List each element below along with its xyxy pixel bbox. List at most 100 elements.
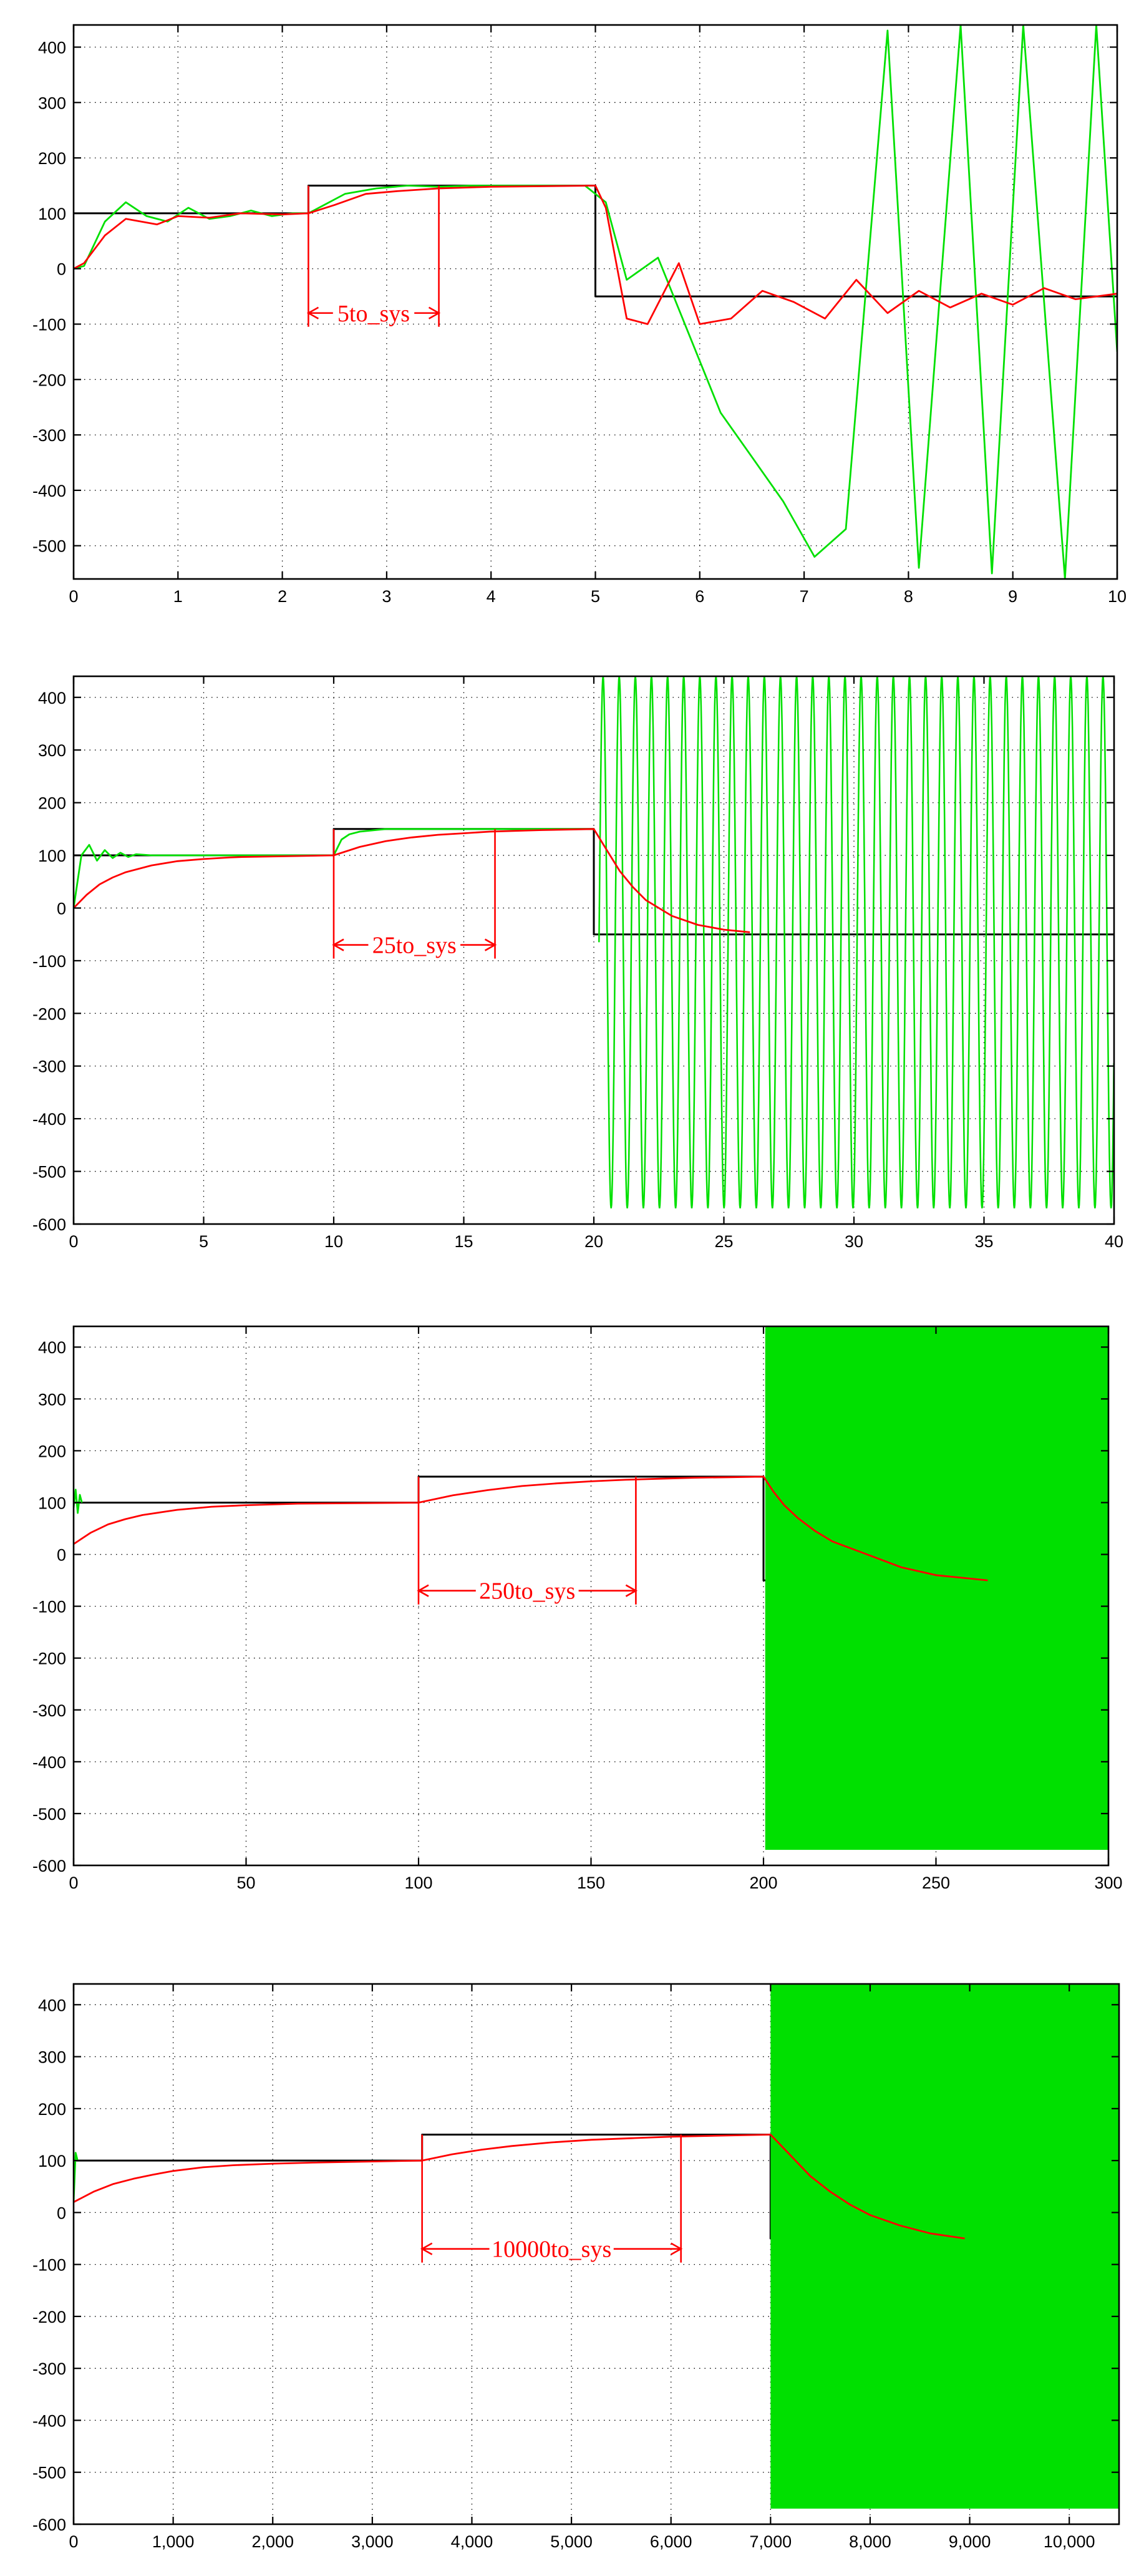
x-tick-label: 6,000 [650,2532,692,2551]
y-tick-label: -200 [32,2308,66,2326]
y-tick-label: -300 [32,426,66,445]
y-tick-label: -200 [32,1650,66,1668]
y-tick-label: 100 [38,847,66,865]
x-tick-label: 1,000 [152,2532,195,2551]
y-tick-label: 100 [38,2152,66,2170]
chart-panel-2: 25to_sys 0 5 10 15 20 25 30 35 40 400 300 200 100 0 -10… [32,675,1123,1251]
y-tick-label: 300 [38,741,66,760]
series-group [74,1326,1108,1850]
series-band [770,1984,1119,2509]
y-tick-label: -100 [32,316,66,334]
x-tick-label: 300 [1094,1874,1122,1892]
annotation-arrowhead-right [484,938,497,951]
y-tick-label: -400 [32,1110,66,1129]
x-tick-label: 10 [1108,587,1127,606]
series-group [74,676,1114,1208]
x-tick-label: 10,000 [1044,2532,1095,2551]
y-tick-label: 400 [38,39,66,57]
y-tick-label: -600 [32,1215,66,1234]
x-tick-label: 7,000 [750,2532,792,2551]
series-response [74,1475,988,1582]
x-tick-label: 5,000 [550,2532,593,2551]
annotation-arrowhead-left [306,306,319,319]
x-tick-label: 9,000 [949,2532,991,2551]
x-tick-label: 8,000 [849,2532,891,2551]
x-tick-label: 50 [236,1874,255,1892]
y-tick-label: 200 [38,1442,66,1461]
x-tick-label: 100 [404,1874,432,1892]
x-tick-label: 200 [749,1874,777,1892]
y-tick-label: 100 [38,205,66,223]
series-response [74,828,594,908]
x-tick-label: 0 [69,587,78,606]
x-tick-label: 20 [584,1232,603,1251]
y-tick-label: 0 [57,2204,66,2222]
y-tick-label: 400 [38,1338,66,1357]
y-tick-label: 0 [57,1546,66,1565]
series-response [74,1489,83,1514]
y-tick-label: 100 [38,1494,66,1512]
y-tick-label: -600 [32,1857,66,1875]
x-tick-label: 0 [69,1874,78,1892]
y-tick-label: -300 [32,1057,66,1076]
x-tick-label: 150 [577,1874,605,1892]
y-tick-label: 200 [38,2100,66,2119]
x-tick-label: 40 [1105,1232,1123,1251]
series-response [74,2134,965,2240]
x-tick-label: 4 [487,587,496,606]
y-tick-label: -200 [32,371,66,389]
y-tick-label: 0 [57,260,66,279]
x-tick-label: 9 [1008,587,1017,606]
y-tick-label: -300 [32,1701,66,1720]
plot-frame [72,1983,1120,2525]
annotation: 25to_sys [332,829,497,959]
x-tick-label: 250 [922,1874,950,1892]
y-tick-label: -100 [32,1598,66,1616]
annotation-arrowhead-left [417,1584,429,1597]
y-tick-label: -400 [32,2411,66,2430]
y-tick-label: -100 [32,2256,66,2275]
chart-panel-1: 5to_sys 0 1 2 3 4 5 6 7 8 9 10 400 300 200 100 0 -100 -200… [32,24,1127,606]
x-tick-label: 3,000 [351,2532,394,2551]
x-tick-label: 15 [454,1232,473,1251]
annotation-label: 5to_sys [337,301,410,327]
annotation-arrowhead-right [671,2242,683,2255]
y-tick-label: 400 [38,689,66,707]
series-response [74,828,750,933]
x-tick-label: 1 [173,587,183,606]
y-tick-label: -500 [32,1163,66,1182]
annotation-arrowhead-left [332,938,344,951]
chart-panel-3: 250to_sys 0 50 100 150 200 250 300 400 300 200 100 0… [32,1325,1123,1892]
x-tick-label: 35 [974,1232,993,1251]
y-tick-label: 0 [57,899,66,918]
x-tick-label: 7 [800,587,809,606]
x-tick-label: 5 [199,1232,208,1251]
annotation-label: 250to_sys [479,1578,575,1605]
x-tick-label: 30 [845,1232,863,1251]
series-band [765,1326,1108,1850]
series-group [74,1984,1119,2509]
series-oscillation [598,676,1114,1208]
annotation-label: 10000to_sys [492,2237,611,2263]
x-tick-label: 3 [382,587,391,606]
x-tick-label: 10 [324,1232,343,1251]
x-tick-label: 4,000 [451,2532,493,2551]
x-tick-label: 0 [69,1232,78,1251]
chart-panel-4: 10000to_sys 0 1,000 2,000 3,000 4,000 5,000 6,0… [32,1983,1120,2551]
y-tick-label: 300 [38,1390,66,1409]
annotation-label: 25to_sys [372,933,457,959]
x-tick-label: 5 [591,587,600,606]
y-tick-label: 200 [38,149,66,168]
y-tick-label: 300 [38,2048,66,2067]
y-tick-label: -400 [32,482,66,500]
x-tick-label: 2,000 [251,2532,294,2551]
y-tick-label: 200 [38,794,66,813]
y-tick-label: -400 [32,1753,66,1772]
series-response [74,25,1117,579]
x-tick-label: 25 [714,1232,733,1251]
annotation: 250to_sys [417,1476,638,1605]
series-group [74,25,1117,579]
x-tick-label: 2 [278,587,287,606]
series-response [74,185,1117,325]
